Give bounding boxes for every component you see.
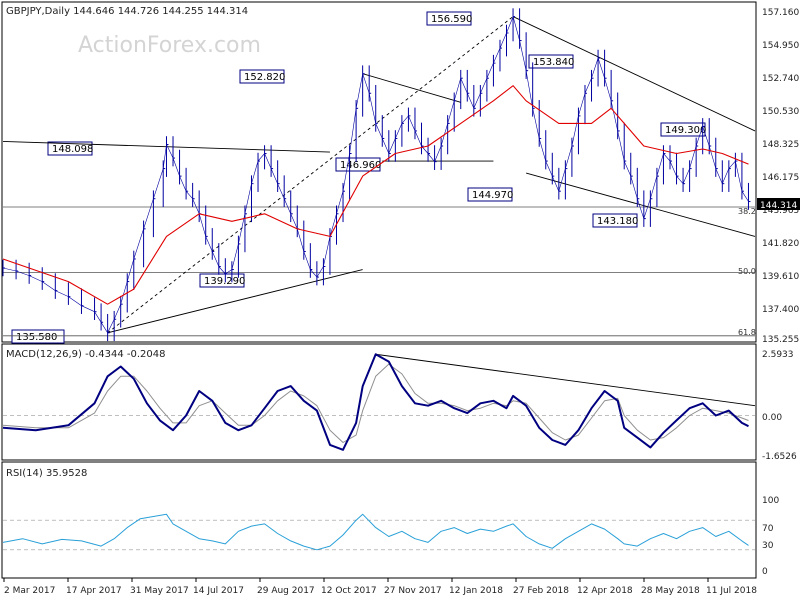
annotation-152-820: 152.820 [239, 69, 285, 84]
price-line [2, 16, 749, 334]
price-panel-frame [1, 1, 757, 343]
price-panel-title: GBPJPY,Daily 144.646 144.726 144.255 144… [6, 6, 248, 17]
price-annotations: 156.590 153.840 152.820 149.300 148.098 … [11, 11, 706, 344]
moving-average-line [2, 85, 749, 305]
price-tick-label: 135.255 [762, 335, 799, 345]
macd-tick-label: -1.6526 [762, 452, 797, 462]
macd-y-axis: 2.5933 0.00 -1.6526 [762, 350, 797, 462]
rsi-line [2, 513, 749, 551]
fib-levels: 38.2 50.0 61.8 [738, 207, 756, 337]
macd-tick-label: 0.00 [762, 413, 782, 423]
rsi-panel-title: RSI(14) 35.9528 [6, 468, 87, 479]
annotation-box [467, 187, 513, 202]
price-tick-label: 148.325 [762, 140, 799, 150]
falling-channel-top [512, 16, 756, 132]
annotation-139-290: 139.290 [199, 273, 245, 288]
last-price-label: 144.314 [760, 201, 797, 211]
price-tick-label: 139.610 [762, 272, 799, 282]
x-tick-label: 17 Apr 2017 [66, 586, 122, 596]
annotation-text: 153.840 [533, 57, 574, 68]
price-tick-label: 137.400 [762, 305, 799, 315]
x-tick-label: 12 Oct 2017 [321, 586, 377, 596]
annotation-144-970: 144.970 [467, 187, 513, 202]
lower-uptrend-line [107, 269, 363, 334]
annotation-text: 146.960 [340, 160, 381, 171]
x-tick-label: 12 Apr 2018 [577, 586, 633, 596]
annotation-text: 139.290 [204, 276, 245, 287]
rsi-panel-frame [1, 461, 757, 579]
annotation-text: 149.300 [665, 125, 706, 136]
x-tick-label: 27 Feb 2018 [513, 586, 569, 596]
macd-tick-label: 2.5933 [762, 350, 794, 360]
price-tick-label: 143.965 [762, 206, 799, 216]
x-tick-label: 31 May 2017 [130, 586, 189, 596]
annotation-text: 143.180 [597, 216, 638, 227]
price-tick-label: 141.820 [762, 239, 799, 249]
annotation-box [11, 329, 65, 344]
x-tick-label: 12 Jan 2018 [449, 586, 503, 596]
annotation-153-840: 153.840 [528, 54, 574, 69]
dynamic-chart-layer [2, 8, 756, 582]
annotation-text: 156.590 [431, 14, 472, 25]
annotation-text: 148.098 [52, 144, 93, 155]
fib-label: 50.0 [738, 267, 756, 276]
annotation-box [592, 213, 638, 228]
price-y-axis: 157.160 154.950 152.740 150.530 148.325 … [762, 8, 799, 345]
last-price-tag: 144.314 [757, 198, 800, 211]
annotation-box [47, 141, 93, 156]
macd-panel-title: MACD(12,26,9) -0.4344 -0.2048 [6, 349, 166, 360]
price-tick-label: 152.740 [762, 74, 799, 84]
annotation-148-098: 148.098 [47, 141, 93, 156]
x-tick-label: 11 Jul 2018 [706, 586, 757, 596]
x-tick-label: 28 May 2018 [641, 586, 700, 596]
x-tick-label: 29 Aug 2017 [257, 586, 315, 596]
x-tick-label: 14 Jul 2017 [193, 586, 244, 596]
rsi-tick-label: 100 [762, 496, 779, 506]
x-tick-label: 27 Nov 2017 [384, 586, 442, 596]
annotation-box [660, 122, 706, 137]
macd-signal-line [2, 363, 749, 443]
rsi-tick-label: 30 [762, 541, 774, 551]
rsi-tick-label: 0 [762, 567, 768, 577]
price-tick-label: 157.160 [762, 8, 799, 18]
annotation-135-580: 135.580 [11, 329, 65, 344]
fib-label: 38.2 [738, 207, 756, 216]
annotation-box [199, 273, 245, 288]
macd-main-line [2, 353, 749, 451]
fib-label: 61.8 [738, 328, 756, 337]
macd-trendline [375, 353, 756, 407]
watermark: ActionForex.com [78, 33, 261, 58]
annotation-143-180: 143.180 [592, 213, 638, 228]
x-tick-label: 2 Mar 2017 [4, 586, 55, 596]
annotation-149-300: 149.300 [660, 122, 706, 137]
annotation-box [528, 54, 574, 69]
price-tick-label: 154.950 [762, 41, 799, 51]
annotation-text: 135.580 [16, 332, 57, 343]
price-tick-label: 146.175 [762, 173, 799, 183]
falling-channel-bottom [526, 172, 756, 237]
annotation-text: 144.970 [472, 190, 513, 201]
rsi-y-axis: 100 70 30 0 [762, 496, 779, 577]
annotation-156-590: 156.590 [426, 11, 472, 26]
annotation-text: 152.820 [244, 72, 285, 83]
last-price-bg [757, 198, 800, 210]
x-axis: 2 Mar 2017 17 Apr 2017 31 May 2017 14 Ju… [4, 586, 757, 596]
rsi-tick-label: 70 [762, 524, 774, 534]
annotation-box [426, 11, 472, 26]
wedge-top-line [362, 73, 461, 103]
macd-panel-frame [1, 343, 757, 461]
annotation-146-960: 146.960 [335, 157, 381, 172]
dashed-uptrend-line [107, 16, 514, 334]
price-tick-label: 150.530 [762, 107, 799, 117]
annotation-box [239, 69, 285, 84]
